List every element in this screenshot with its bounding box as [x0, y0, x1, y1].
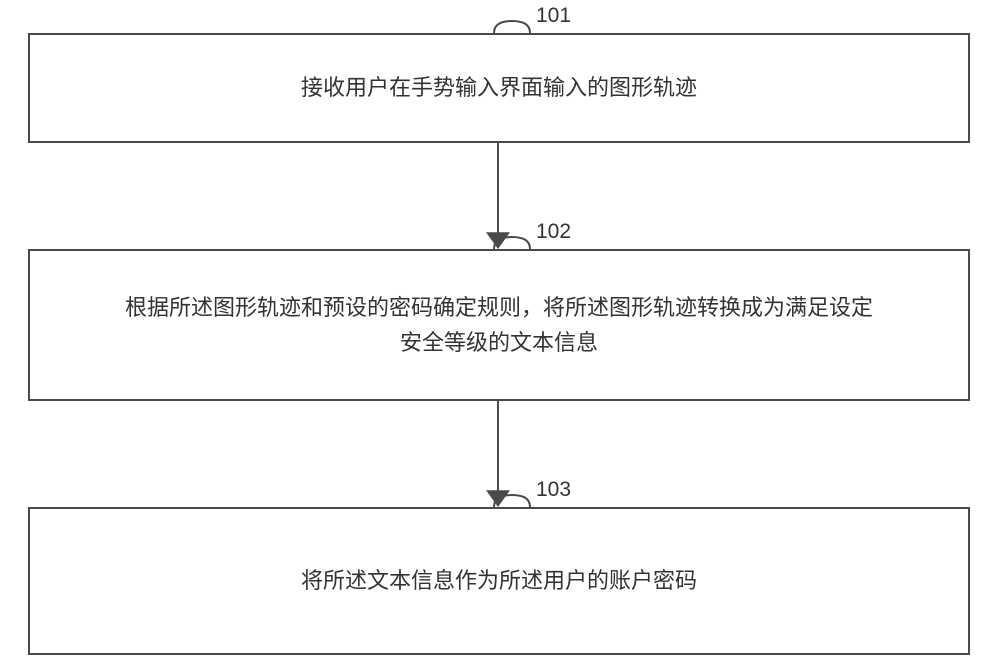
flowchart-step-number: 102 [536, 220, 571, 244]
flowchart-step-box: 根据所述图形轨迹和预设的密码确定规则，将所述图形轨迹转换成为满足设定 安全等级的… [28, 249, 970, 401]
flowchart-step-text: 将所述文本信息作为所述用户的账户密码 [301, 563, 697, 598]
flowchart-canvas: 接收用户在手势输入界面输入的图形轨迹 101 根据所述图形轨迹和预设的密码确定规则，… [0, 0, 1000, 661]
flowchart-step-text: 根据所述图形轨迹和预设的密码确定规则，将所述图形轨迹转换成为满足设定 安全等级的… [125, 290, 873, 360]
flowchart-step-bracket [492, 19, 532, 35]
flowchart-step-box: 将所述文本信息作为所述用户的账户密码 [28, 507, 970, 655]
flowchart-step-text: 接收用户在手势输入界面输入的图形轨迹 [301, 70, 697, 105]
flowchart-arrow [484, 143, 512, 251]
flowchart-step-number: 101 [536, 4, 571, 28]
flowchart-arrow [484, 401, 512, 509]
flowchart-step-box: 接收用户在手势输入界面输入的图形轨迹 [28, 33, 970, 143]
flowchart-step-number: 103 [536, 478, 571, 502]
